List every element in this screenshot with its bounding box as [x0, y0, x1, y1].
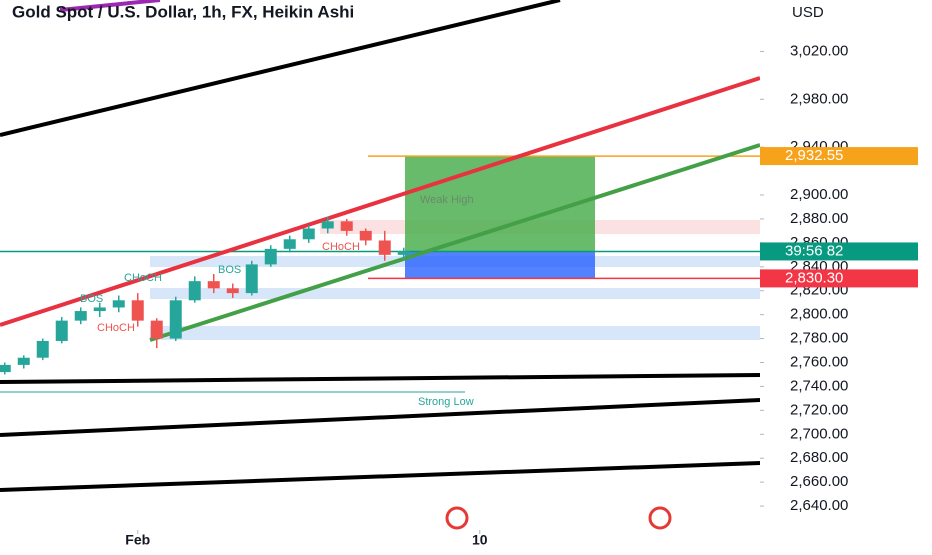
candle-body — [188, 281, 201, 301]
annotation: CHoCH — [322, 241, 360, 253]
candle-body — [283, 239, 296, 249]
trendline — [0, 373, 761, 384]
y-tick-label: 2,680.00 — [790, 449, 848, 466]
candles — [0, 216, 410, 375]
candle-body — [0, 364, 11, 373]
y-tick-label: 2,980.00 — [790, 90, 848, 107]
event-icons — [445, 506, 672, 530]
event-icon — [648, 506, 672, 530]
candle-body — [207, 281, 220, 289]
candle-body — [169, 300, 182, 339]
candle-body — [55, 320, 68, 341]
y-tick-label: 2,660.00 — [790, 473, 848, 490]
candle-body — [321, 221, 334, 229]
candle-body — [17, 357, 30, 365]
annotation: Strong Low — [418, 396, 474, 408]
y-tick-label: 2,780.00 — [790, 330, 848, 347]
zone — [150, 288, 760, 299]
axes: 3,020.002,980.002,940.002,900.002,880.00… — [125, 42, 918, 548]
zone — [150, 326, 760, 340]
trendline — [0, 461, 761, 492]
price-marker-label: 2,830.30 — [785, 269, 843, 286]
candle-body — [302, 228, 315, 240]
trendline — [0, 0, 561, 137]
y-tick-label: 2,640.00 — [790, 497, 848, 514]
x-tick-label: Feb — [125, 532, 150, 548]
y-tick-label: 2,700.00 — [790, 425, 848, 442]
price-marker — [760, 242, 918, 261]
trendlines — [0, 0, 761, 492]
candle-body — [150, 320, 163, 339]
y-tick-label: 2,900.00 — [790, 186, 848, 203]
annotations: Weak High Strong Low CHoCH BOS CHoCH BOS… — [80, 194, 474, 408]
annotation: Weak High — [420, 194, 474, 206]
axis-unit: USD — [792, 4, 824, 21]
profit-zone — [405, 156, 595, 252]
candle-body — [397, 251, 410, 255]
y-tick-label: 2,800.00 — [790, 306, 848, 323]
y-tick-label: 2,740.00 — [790, 377, 848, 394]
annotation: CHoCH — [97, 322, 135, 334]
price-marker — [760, 147, 918, 166]
candle-body — [340, 221, 353, 231]
trendline — [149, 143, 761, 342]
x-tick-label: 10 — [472, 532, 488, 548]
candle-body — [226, 288, 239, 294]
trendline — [0, 76, 761, 327]
candle-body — [93, 307, 106, 312]
trendline — [0, 398, 761, 437]
annotation: BOS — [218, 264, 241, 276]
position-tool — [0, 155, 760, 280]
candle-body — [245, 264, 258, 294]
candle-body — [74, 311, 87, 321]
annotation: CHoCH — [124, 272, 162, 284]
price-marker-label: 2,932.55 — [785, 147, 843, 164]
price-marker — [760, 269, 918, 288]
y-tick-label: 3,020.00 — [790, 42, 848, 59]
candle-body — [378, 240, 391, 255]
candle-body — [36, 340, 49, 358]
candle-body — [112, 300, 125, 308]
y-tick-label: 2,880.00 — [790, 210, 848, 227]
loss-zone — [405, 251, 595, 279]
price-marker-label: 39:56 82 — [785, 242, 843, 259]
y-tick-label: 2,720.00 — [790, 401, 848, 418]
y-tick-label: 2,760.00 — [790, 353, 848, 370]
annotation: BOS — [80, 293, 103, 305]
trendline — [59, 0, 161, 12]
event-icon — [445, 506, 469, 530]
candle-body — [131, 300, 144, 321]
candle-body — [359, 230, 372, 241]
chart-title: Gold Spot / U.S. Dollar, 1h, FX, Heikin … — [12, 2, 354, 21]
candle-body — [264, 248, 277, 265]
